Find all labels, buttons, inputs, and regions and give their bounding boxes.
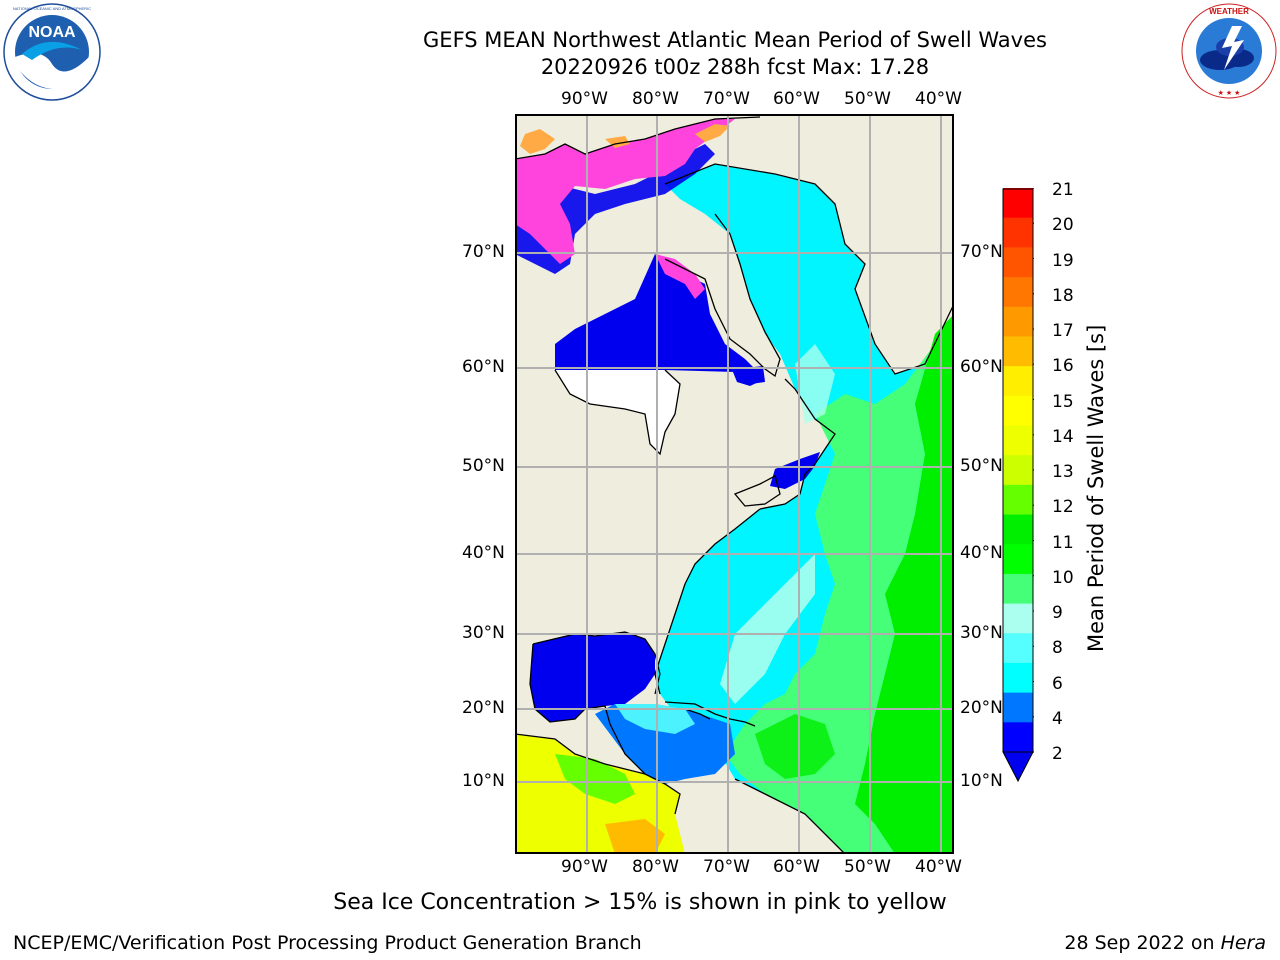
colorbar-tick-label: 12 (1052, 497, 1074, 518)
colorbar-segment (1003, 692, 1033, 723)
ocean-bright-green-patch (755, 714, 835, 779)
lon-label-top-90w: 90°W (561, 89, 608, 109)
lat-label-right-40n: 40°N (960, 543, 1003, 563)
footer-left: NCEP/EMC/Verification Post Processing Pr… (13, 932, 642, 954)
lon-label-bottom-90w: 90°W (561, 857, 608, 877)
lat-label-left-10n: 10°N (462, 771, 505, 791)
colorbar-tick-label: 14 (1052, 426, 1074, 447)
svg-text:WEATHER: WEATHER (1209, 7, 1249, 16)
lat-label-left-70n: 70°N (462, 242, 505, 262)
colorbar (1002, 187, 1034, 783)
colorbar-segment (1003, 366, 1033, 397)
lon-label-top-70w: 70°W (703, 89, 750, 109)
title-line-1: GEFS MEAN Northwest Atlantic Mean Period… (423, 28, 1047, 52)
lon-label-top-60w: 60°W (773, 89, 820, 109)
lon-label-top-50w: 50°W (844, 89, 891, 109)
noaa-logo: NOAA NATIONAL OCEANIC AND ATMOSPHERIC (2, 2, 102, 102)
south-america-orange (605, 819, 665, 854)
lat-label-right-70n: 70°N (960, 242, 1003, 262)
lon-label-bottom-70w: 70°W (703, 857, 750, 877)
lon-label-bottom-40w: 40°W (915, 857, 962, 877)
svg-text:NOAA: NOAA (28, 24, 76, 41)
south-america-green (555, 754, 635, 804)
colorbar-segment (1003, 484, 1033, 516)
colorbar-tick-label: 17 (1052, 321, 1074, 341)
hudson-bay (555, 254, 755, 372)
map-panel (514, 114, 955, 855)
colorbar-extend-arrow (1002, 751, 1034, 783)
lon-label-bottom-80w: 80°W (632, 857, 679, 877)
graticule (515, 114, 954, 854)
footer-date: 28 Sep 2022 on (1064, 932, 1221, 954)
colorbar-tick-label: 8 (1052, 638, 1063, 659)
lon-label-top-80w: 80°W (632, 89, 679, 109)
map-frame (515, 114, 954, 854)
colorbar-segment (1003, 336, 1033, 367)
lat-label-right-10n: 10°N (960, 771, 1003, 791)
sea-ice-caption: Sea Ice Concentration > 15% is shown in … (333, 890, 947, 915)
colorbar-tick-label: 13 (1052, 462, 1074, 482)
lat-label-right-50n: 50°N (960, 456, 1003, 476)
lat-label-left-30n: 30°N (462, 623, 505, 643)
colorbar-segment (1003, 603, 1033, 634)
colorbar-segment (1003, 455, 1033, 486)
lat-label-left-50n: 50°N (462, 456, 505, 476)
svg-text:★ ★ ★: ★ ★ ★ (1218, 89, 1241, 97)
lat-label-right-20n: 20°N (960, 698, 1003, 718)
footer-host: Hera (1220, 932, 1266, 954)
map-svg (514, 114, 955, 855)
colorbar-title: Mean Period of Swell Waves [s] (1084, 324, 1108, 652)
colorbar-tick-labels: 21 20 19 18 17 16 15 14 13 12 11 10 9 8 6 4 2 (1052, 180, 1092, 770)
gulf-of-mexico (530, 632, 655, 722)
sea-ice-orange (520, 124, 730, 154)
colorbar-segment (1003, 544, 1033, 575)
caribbean-west (615, 704, 695, 734)
colorbar-tick-label: 4 (1052, 708, 1063, 729)
colorbar-tick-label: 18 (1052, 285, 1074, 306)
colorbar-segment (1003, 188, 1033, 219)
colorbar-tick-label: 11 (1052, 532, 1074, 553)
ocean-light-cyan (720, 554, 815, 704)
colorbar-segment (1003, 306, 1033, 337)
colorbar-segment (1003, 425, 1033, 456)
lon-label-bottom-50w: 50°W (844, 857, 891, 877)
colorbar-segment (1003, 573, 1033, 605)
footer-right: 28 Sep 2022 on Hera (1064, 932, 1266, 954)
caribbean-sea (595, 704, 735, 784)
colorbar-tick-label: 2 (1052, 744, 1063, 764)
lat-label-right-60n: 60°N (960, 357, 1003, 377)
colorbar-tick-label: 20 (1052, 215, 1074, 236)
gulf-st-lawrence (770, 452, 820, 489)
lon-label-top-40w: 40°W (915, 89, 962, 109)
colorbar-tick-label: 15 (1052, 391, 1074, 412)
colorbar-segment (1003, 662, 1033, 694)
colorbar-tick-label: 6 (1052, 673, 1063, 694)
labrador-blue-patch (735, 366, 765, 384)
title-line-2: 20220926 t00z 288h fcst Max: 17.28 (540, 55, 930, 79)
lat-label-left-20n: 20°N (462, 698, 505, 718)
colorbar-tick-label: 21 (1052, 180, 1074, 200)
colorbar-tick-label: 19 (1052, 250, 1074, 271)
colorbar-segment (1003, 722, 1033, 753)
colorbar-segment (1003, 247, 1033, 278)
colorbar-segment (1003, 514, 1033, 545)
lat-label-left-60n: 60°N (462, 357, 505, 377)
colorbar-segment (1003, 633, 1033, 664)
colorbar-svg (1002, 187, 1034, 783)
colorbar-segment (1003, 217, 1033, 248)
lon-label-bottom-60w: 60°W (773, 857, 820, 877)
colorbar-tick-label: 16 (1052, 356, 1074, 377)
chart-title: GEFS MEAN Northwest Atlantic Mean Period… (340, 27, 1130, 81)
ocean-bright-green (855, 314, 954, 854)
colorbar-tick-label: 9 (1052, 603, 1063, 623)
colorbar-tick-label: 10 (1052, 567, 1074, 588)
lat-label-left-40n: 40°N (462, 543, 505, 563)
colorbar-segment (1003, 277, 1033, 308)
nws-logo: WEATHER ★ ★ ★ (1180, 2, 1278, 100)
colorbar-segment (1003, 395, 1033, 426)
svg-text:NATIONAL OCEANIC AND ATMOSPHER: NATIONAL OCEANIC AND ATMOSPHERIC (13, 6, 91, 11)
sea-ice-hudson-pink (655, 254, 705, 299)
sea-ice-pink (515, 119, 735, 264)
lat-label-right-30n: 30°N (960, 623, 1003, 643)
